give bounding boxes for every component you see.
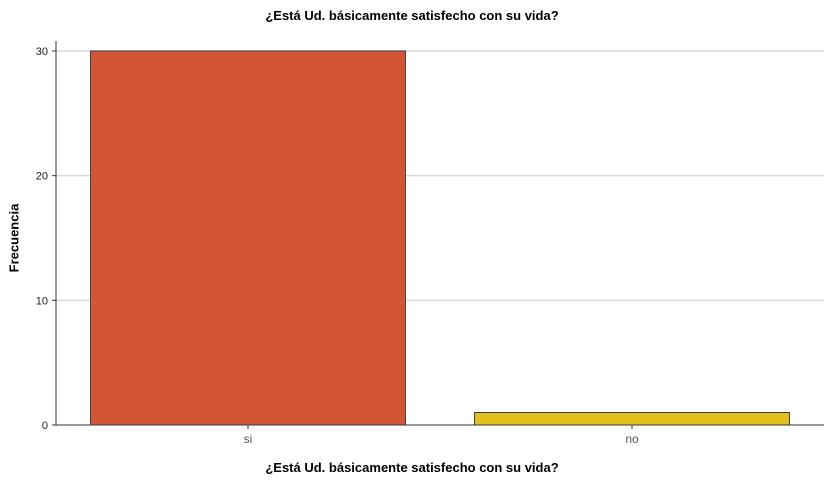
x-tick-label: si (244, 432, 253, 446)
bar-no (474, 412, 790, 426)
y-tick-label: 10 (36, 295, 48, 307)
x-axis-label: ¿Está Ud. básicamente satisfecho con su … (265, 460, 559, 475)
x-tick-label: no (625, 432, 639, 446)
y-tick-label: 30 (36, 46, 48, 58)
bar-si (90, 50, 406, 426)
chart-title: ¿Está Ud. básicamente satisfecho con su … (265, 8, 559, 23)
y-tick-label: 0 (42, 420, 48, 432)
y-tick-label: 20 (36, 171, 48, 183)
